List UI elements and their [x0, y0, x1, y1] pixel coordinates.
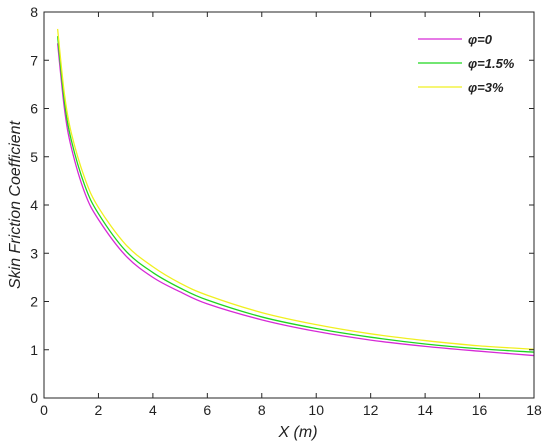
- y-tick-label: 3: [30, 245, 38, 261]
- series-line-2: [56, 28, 535, 350]
- series-line-0: [56, 43, 535, 357]
- x-tick-label: 16: [472, 402, 488, 418]
- x-tick-label: 14: [417, 402, 433, 418]
- y-tick-label: 1: [30, 342, 38, 358]
- x-tick-label: 8: [258, 402, 266, 418]
- legend-label-0: φ=0: [468, 32, 493, 47]
- legend: φ=0 φ=1.5% φ=3%: [418, 32, 515, 95]
- y-tick-label: 0: [30, 390, 38, 406]
- x-tick-label: 2: [95, 402, 103, 418]
- y-tick-label: 8: [30, 4, 38, 20]
- plot-area: [44, 12, 534, 398]
- series-line-1: [56, 36, 535, 353]
- series-layer: [56, 28, 535, 357]
- y-axis-title: Skin Friction Coefficient: [7, 120, 24, 289]
- legend-label-2: φ=3%: [468, 80, 504, 95]
- y-tick-label: 7: [30, 52, 38, 68]
- x-tick-label: 6: [203, 402, 211, 418]
- x-axis-title: X (m): [277, 424, 317, 441]
- x-tick-label: 12: [363, 402, 379, 418]
- y-tick-label: 4: [30, 197, 38, 213]
- plot-background: [44, 12, 534, 398]
- legend-label-1: φ=1.5%: [468, 56, 515, 71]
- y-tick-label: 5: [30, 149, 38, 165]
- y-tick-label: 6: [30, 101, 38, 117]
- x-tick-label: 10: [308, 402, 324, 418]
- x-tick-label: 18: [526, 402, 542, 418]
- x-tick-label: 4: [149, 402, 157, 418]
- x-tick-label: 0: [40, 402, 48, 418]
- y-tick-label: 2: [30, 294, 38, 310]
